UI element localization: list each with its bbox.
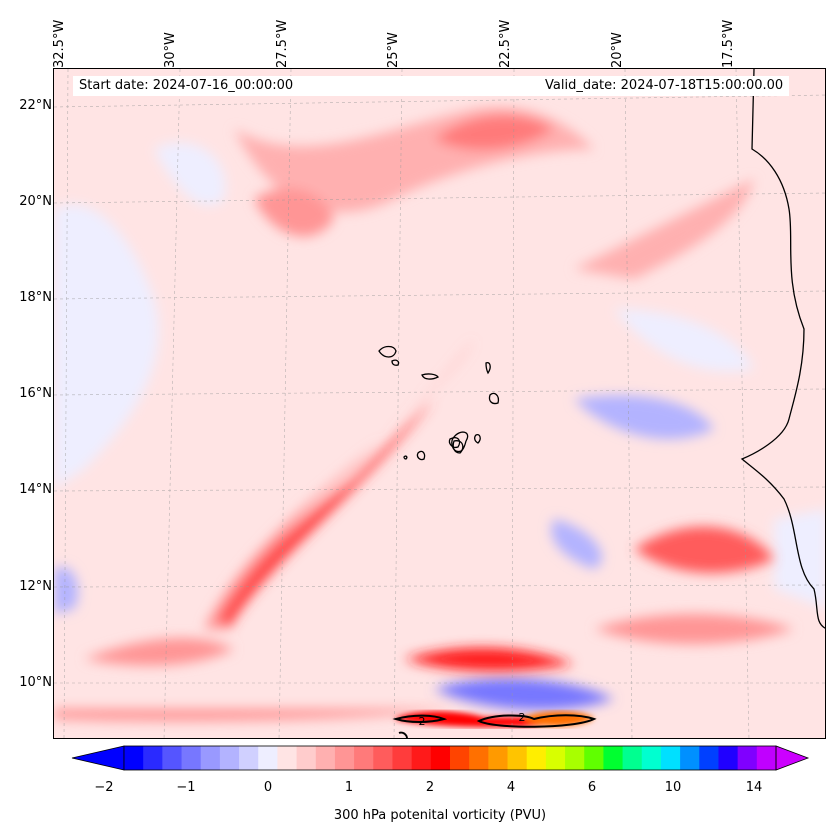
colorbar-border bbox=[123, 745, 777, 771]
colorbar-cell bbox=[603, 746, 624, 770]
cape-verde-islands bbox=[378, 345, 500, 461]
colorbar-extend-high bbox=[775, 745, 810, 771]
pv-field: 2 2 bbox=[54, 69, 825, 738]
colorbar-cell bbox=[718, 746, 739, 770]
colorbar-cell bbox=[162, 746, 183, 770]
lat-label-14N: 14°N bbox=[19, 482, 52, 497]
valid-date-label: Valid_date: 2024-07-18T15:00:00.00 bbox=[539, 76, 790, 96]
colorbar-label: 300 hPa potenital vorticity (PVU) bbox=[333, 808, 547, 823]
colorbar-cell bbox=[219, 746, 240, 770]
lat-label-20N: 20°N bbox=[19, 194, 52, 209]
colorbar-cell bbox=[334, 746, 355, 770]
colorbar-cell bbox=[411, 746, 432, 770]
lon-label-25W: 25°W bbox=[386, 32, 401, 68]
colorbar-cell bbox=[622, 746, 643, 770]
colorbar-tick: 1 bbox=[344, 780, 354, 795]
colorbar-tick: 14 bbox=[745, 780, 763, 795]
colorbar-cell bbox=[373, 746, 393, 770]
pv-high-filaments bbox=[54, 107, 794, 721]
colorbar-cell bbox=[469, 746, 489, 770]
colorbar-cell bbox=[315, 746, 336, 770]
pv-low-regions bbox=[54, 142, 825, 710]
colorbar-tick: −2 bbox=[94, 780, 114, 795]
colorbar-cell bbox=[392, 746, 413, 770]
lon-label-22.5W: 22.5°W bbox=[498, 19, 513, 68]
lon-label-20W: 20°W bbox=[610, 32, 625, 68]
colorbar-cell bbox=[737, 746, 758, 770]
colorbar-cell bbox=[756, 746, 777, 770]
colorbar-tick: 4 bbox=[506, 780, 516, 795]
colorbar-tick: 6 bbox=[587, 780, 597, 795]
colorbar-tick: −1 bbox=[176, 780, 196, 795]
pv-colorbar bbox=[71, 745, 810, 771]
contour-label: 2 bbox=[519, 711, 526, 724]
colorbar-cell bbox=[641, 746, 662, 770]
colorbar-tick: 2 bbox=[425, 780, 435, 795]
colorbar-cell bbox=[565, 746, 585, 770]
colorbar-cell bbox=[545, 746, 566, 770]
colorbar-cell bbox=[200, 746, 221, 770]
lon-label-32.5W: 32.5°W bbox=[52, 19, 67, 68]
colorbar-cell bbox=[699, 746, 719, 770]
colorbar-tick: 10 bbox=[664, 780, 682, 795]
lon-label-30W: 30°W bbox=[163, 32, 178, 68]
colorbar-cell bbox=[124, 746, 144, 770]
colorbar-cell bbox=[680, 746, 700, 770]
lat-label-22N: 22°N bbox=[19, 98, 52, 113]
colorbar-cell bbox=[277, 746, 298, 770]
lat-label-18N: 18°N bbox=[19, 290, 52, 305]
pv-2-contours bbox=[392, 714, 597, 738]
colorbar-extend-low bbox=[71, 745, 125, 771]
colorbar-cell bbox=[584, 746, 604, 770]
coastline bbox=[740, 69, 825, 629]
colorbar-cell bbox=[239, 746, 259, 770]
colorbar-cell bbox=[507, 746, 528, 770]
lon-label-17.5W: 17.5°W bbox=[721, 19, 736, 68]
contour-label: 2 bbox=[419, 715, 426, 728]
lat-label-12N: 12°N bbox=[19, 579, 52, 594]
colorbar-cell bbox=[660, 746, 681, 770]
colorbar-cell bbox=[354, 746, 374, 770]
colorbar-cell bbox=[296, 746, 317, 770]
graticule bbox=[54, 69, 825, 738]
lon-label-27.5W: 27.5°W bbox=[275, 19, 290, 68]
colorbar-tick: 0 bbox=[263, 780, 273, 795]
colorbar-cell bbox=[430, 746, 451, 770]
start-date-label: Start date: 2024-07-16_00:00:00 bbox=[73, 76, 545, 96]
lat-label-10N: 10°N bbox=[19, 675, 52, 690]
colorbar-cell bbox=[143, 746, 163, 770]
colorbar-cell bbox=[526, 746, 547, 770]
colorbar-cell bbox=[181, 746, 202, 770]
colorbar-cell bbox=[488, 746, 509, 770]
lat-label-16N: 16°N bbox=[19, 386, 52, 401]
colorbar-cell bbox=[450, 746, 470, 770]
pv-map: 2 2 bbox=[53, 68, 826, 739]
colorbar-cell bbox=[258, 746, 278, 770]
